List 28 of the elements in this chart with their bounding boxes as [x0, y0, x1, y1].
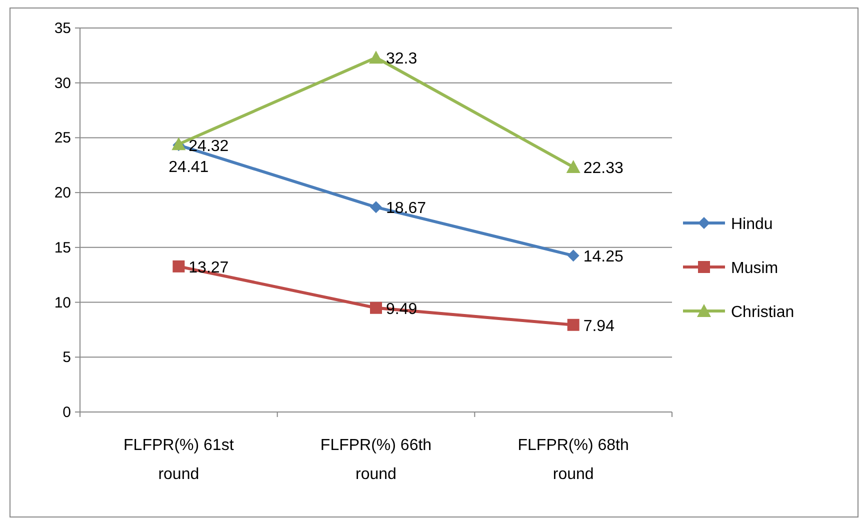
data-label: 7.94	[583, 318, 615, 335]
x-tick-label: FLFPR(%) 61st round	[124, 437, 234, 483]
data-label: 32.3	[386, 50, 418, 68]
data-label: 14.25	[583, 248, 624, 266]
legend-label: Musim	[731, 260, 778, 277]
y-tick-label: 35	[54, 20, 71, 37]
x-tick-label: FLFPR(%) 68th round	[518, 437, 629, 483]
point	[370, 201, 382, 214]
point	[566, 160, 580, 174]
y-tick-label: 20	[54, 184, 71, 202]
point	[172, 260, 185, 272]
data-label: 22.33	[583, 160, 624, 178]
data-label: 24.32	[188, 138, 229, 156]
point	[369, 50, 383, 64]
point	[370, 302, 382, 314]
x-tick-label: FLFPR(%) 66th round	[320, 437, 432, 483]
y-tick-label: 5	[62, 349, 71, 366]
point	[567, 318, 580, 331]
legend-label: Christian	[731, 304, 794, 321]
point	[567, 250, 580, 262]
y-tick-label: 0	[62, 404, 71, 421]
data-label: 18.67	[386, 200, 426, 218]
y-tick-label: 15	[54, 239, 71, 256]
y-tick-label: 30	[54, 74, 71, 92]
y-tick-label: 10	[54, 294, 71, 312]
data-label: 24.41	[168, 159, 209, 176]
y-tick-label: 25	[54, 130, 71, 147]
legend-label: Hindu	[731, 216, 773, 233]
